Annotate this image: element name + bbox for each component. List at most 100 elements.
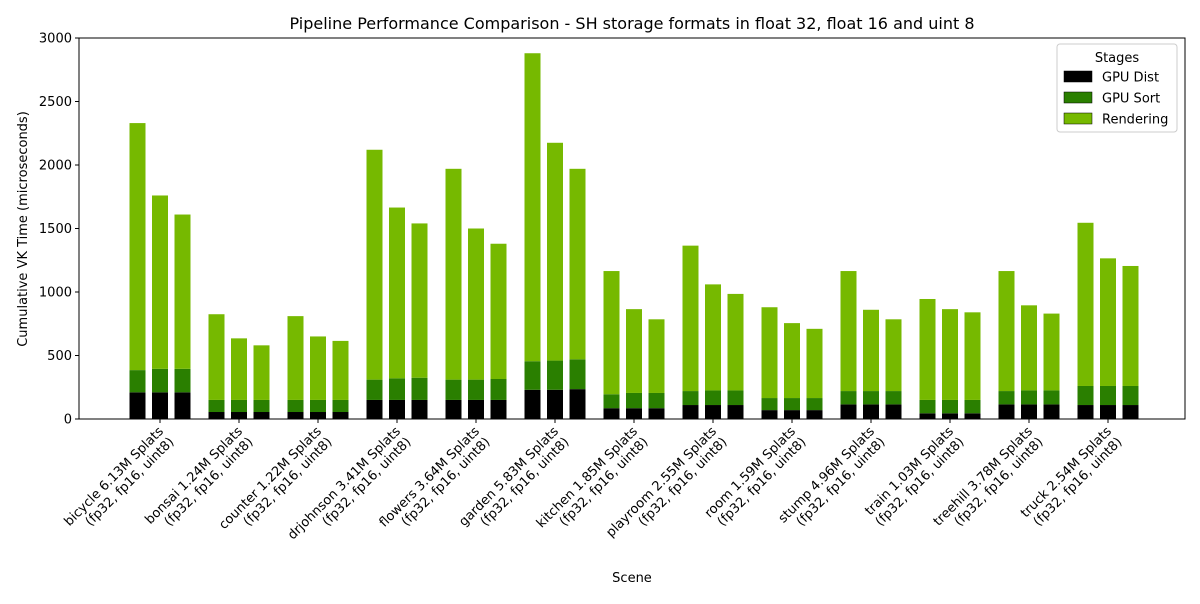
bar-rendering [885, 319, 902, 392]
bar-rendering [784, 323, 800, 399]
bar-rendering [253, 345, 270, 400]
y-tick-label: 0 [64, 413, 72, 428]
x-tick-label: bicycle 6.13M Splats(fp32, fp16, uint8) [62, 424, 178, 540]
bar-gpu-dist [863, 404, 879, 419]
chart-title: Pipeline Performance Comparison - SH sto… [289, 14, 974, 33]
y-tick-label: 1000 [39, 286, 72, 301]
bar-gpu-sort [547, 360, 563, 390]
bar-gpu-dist [524, 389, 541, 419]
bar-rendering [174, 214, 191, 369]
bar-rendering [208, 314, 225, 400]
bar-gpu-dist [942, 413, 958, 419]
bar-rendering [942, 309, 958, 400]
bar-gpu-dist [626, 408, 642, 419]
y-tick-label: 500 [47, 349, 72, 364]
bar-gpu-dist [964, 413, 981, 419]
bar-gpu-sort [964, 399, 981, 414]
legend-frame [1056, 43, 1178, 133]
bar-rendering [468, 228, 484, 380]
bar-rendering [231, 338, 247, 400]
legend-label: GPU Sort [1102, 92, 1160, 107]
bar-gpu-sort [863, 391, 879, 405]
bar-gpu-dist [569, 389, 586, 419]
bar-gpu-sort [761, 398, 778, 411]
bar-rendering [547, 142, 563, 361]
bar-rendering [964, 312, 981, 400]
bar-gpu-dist [705, 405, 721, 419]
bar-gpu-sort [682, 391, 699, 406]
bar-rendering [863, 309, 879, 392]
bar-gpu-sort [942, 399, 958, 414]
bar-rendering [569, 168, 586, 360]
legend-label: GPU Dist [1102, 71, 1159, 86]
bar-gpu-dist [806, 410, 823, 419]
bar-gpu-sort [806, 398, 823, 411]
bar-rendering [603, 271, 620, 395]
bar-gpu-sort [366, 379, 383, 400]
bar-rendering [727, 293, 744, 391]
bar-gpu-sort [253, 399, 270, 413]
bar-gpu-dist [727, 405, 744, 419]
bar-gpu-dist [1122, 405, 1139, 419]
bar-gpu-sort [569, 359, 586, 390]
bar-gpu-dist [389, 399, 405, 419]
bar-rendering [648, 319, 665, 393]
bar-gpu-sort [1043, 390, 1060, 405]
bar-gpu-sort [998, 391, 1015, 405]
bar-gpu-sort [287, 399, 304, 413]
bar-gpu-sort [1100, 385, 1116, 406]
bar-gpu-sort [705, 390, 721, 406]
bar-rendering [332, 340, 349, 400]
bar-rendering [1122, 265, 1139, 386]
bar-gpu-dist [208, 412, 225, 419]
bar-rendering [310, 336, 326, 400]
bar-rendering [998, 271, 1015, 392]
x-axis-label: Scene [612, 571, 652, 586]
bar-gpu-dist [1043, 404, 1060, 419]
bar-rendering [411, 223, 428, 378]
bar-rendering [287, 316, 304, 400]
legend: Stages GPU Dist GPU Sort Rendering [1056, 43, 1178, 133]
y-tick-label: 2500 [39, 95, 72, 110]
bar-gpu-dist [468, 399, 484, 419]
bar-gpu-sort [174, 368, 191, 393]
bar-gpu-sort [1021, 390, 1037, 405]
bar-gpu-dist [287, 412, 304, 419]
bar-gpu-dist [603, 408, 620, 419]
y-axis-label: Cumulative VK Time (microseconds) [16, 111, 31, 347]
bar-rendering [761, 307, 778, 399]
bar-gpu-sort [727, 390, 744, 406]
legend-title: Stages [1095, 51, 1140, 66]
plot-area: 0 500 1000 1500 2000 2500 3000 bicycle 6.13M Sp… [39, 32, 1186, 543]
bar-rendering [152, 195, 168, 369]
bar-gpu-dist [411, 399, 428, 419]
bar-gpu-sort [208, 399, 225, 413]
bar-gpu-dist [1021, 404, 1037, 419]
bar-gpu-dist [253, 412, 270, 419]
bar-gpu-dist [152, 392, 168, 419]
bar-gpu-sort [129, 370, 146, 393]
bar-gpu-sort [231, 399, 247, 413]
bar-rendering [366, 149, 383, 380]
bar-gpu-sort [389, 378, 405, 400]
bar-gpu-dist [310, 412, 326, 419]
bar-gpu-sort [603, 394, 620, 409]
bar-gpu-dist [885, 404, 902, 419]
bar-gpu-sort [626, 392, 642, 409]
bar-gpu-sort [840, 391, 857, 405]
bar-gpu-sort [468, 379, 484, 400]
bar-gpu-sort [885, 391, 902, 405]
bar-rendering [445, 168, 462, 380]
bar-gpu-dist [682, 405, 699, 419]
bar-gpu-sort [524, 361, 541, 390]
legend-swatch [1063, 91, 1093, 104]
y-tick-label: 3000 [39, 32, 72, 47]
bar-rendering [1077, 222, 1094, 386]
bar-gpu-dist [784, 410, 800, 419]
bar-gpu-dist [366, 399, 383, 419]
bar-gpu-sort [1122, 385, 1139, 406]
bar-rendering [919, 298, 936, 400]
bar-gpu-dist [231, 412, 247, 419]
